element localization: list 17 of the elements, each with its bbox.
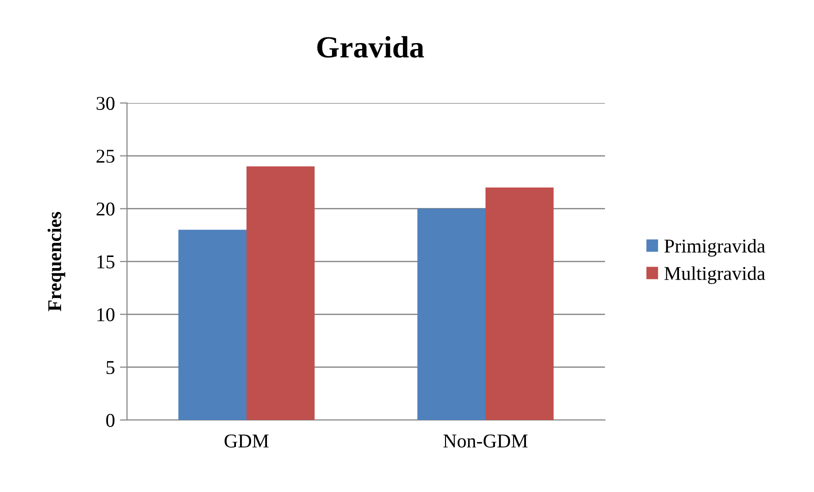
y-tick-label: 30 — [96, 96, 114, 110]
bar — [486, 188, 554, 420]
bar — [178, 230, 246, 420]
chart-title: Gravida — [317, 36, 424, 58]
bar — [246, 166, 315, 420]
y-tick-label: 25 — [96, 150, 114, 163]
x-tick-label: Non-GDM — [443, 434, 528, 448]
x-tick-label: GDM — [224, 434, 269, 448]
bar — [417, 208, 486, 420]
legend-label: Multigravida — [664, 266, 766, 284]
legend-label: Primigravida — [664, 238, 766, 257]
y-tick-label: 15 — [97, 255, 114, 268]
y-axis-title: Frequencies — [48, 212, 66, 312]
y-tick-label: 0 — [106, 414, 114, 427]
y-tick-label: 20 — [96, 202, 114, 216]
y-tick-label: 10 — [97, 308, 114, 322]
y-tick-label: 5 — [106, 361, 114, 374]
